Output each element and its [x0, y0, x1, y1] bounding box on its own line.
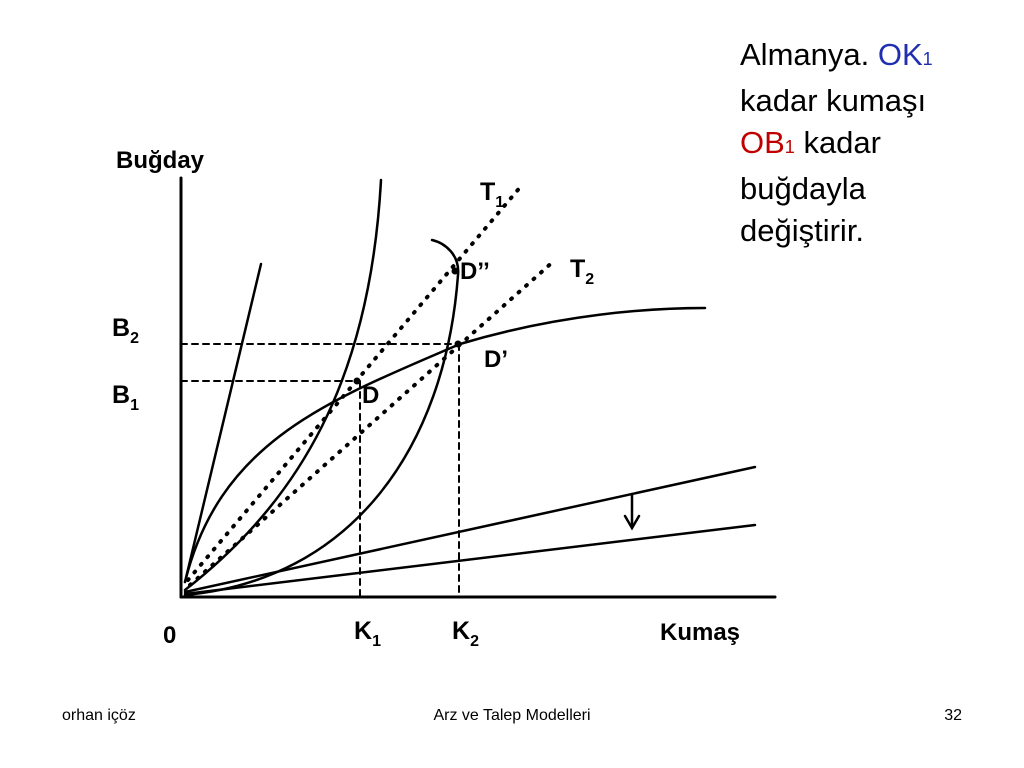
offer-curve-steep — [183, 178, 383, 592]
slide-number: 32 — [944, 707, 962, 724]
offer-curve-concave — [183, 306, 707, 584]
point-d-marker — [353, 377, 361, 385]
explanation-part3: kadar buğdayla değiştirir. — [740, 125, 881, 248]
point-d-prime-label: D’ — [484, 346, 508, 373]
point-d-double-marker — [451, 267, 459, 275]
price-line-upper — [183, 465, 757, 594]
explanation-part1: Almanya. — [740, 37, 870, 72]
offer-curve-shifted — [183, 238, 460, 597]
k1-label: K1 — [354, 617, 381, 650]
x-axis-label: Kumaş — [660, 619, 740, 646]
point-d-label: D — [362, 382, 379, 409]
t2-label: T2 — [570, 255, 594, 288]
b1-label: B1 — [112, 381, 139, 414]
price-line-lower — [183, 523, 757, 596]
steep-price-line — [183, 262, 263, 584]
t2-ray — [188, 258, 557, 587]
point-d-prime-marker — [454, 340, 462, 348]
shift-arrow-head — [623, 514, 641, 531]
b2-label: B2 — [112, 314, 139, 347]
y-axis-label: Buğday — [116, 147, 205, 174]
explanation-part2: kadar kumaşı — [740, 83, 927, 118]
explanation-text: Almanya. OK1 kadar kumaşı OB1 kadar buğda… — [740, 34, 933, 252]
footer-author: orhan içöz — [62, 707, 136, 724]
point-d-double-label: D’’ — [460, 258, 490, 285]
t1-label: T1 — [480, 178, 504, 211]
ok1-term: OK1 — [877, 37, 933, 72]
ob1-term: OB1 — [740, 125, 795, 160]
footer-title: Arz ve Talep Modelleri — [433, 707, 591, 724]
origin-label: 0 — [163, 622, 176, 649]
k2-label: K2 — [452, 617, 479, 650]
